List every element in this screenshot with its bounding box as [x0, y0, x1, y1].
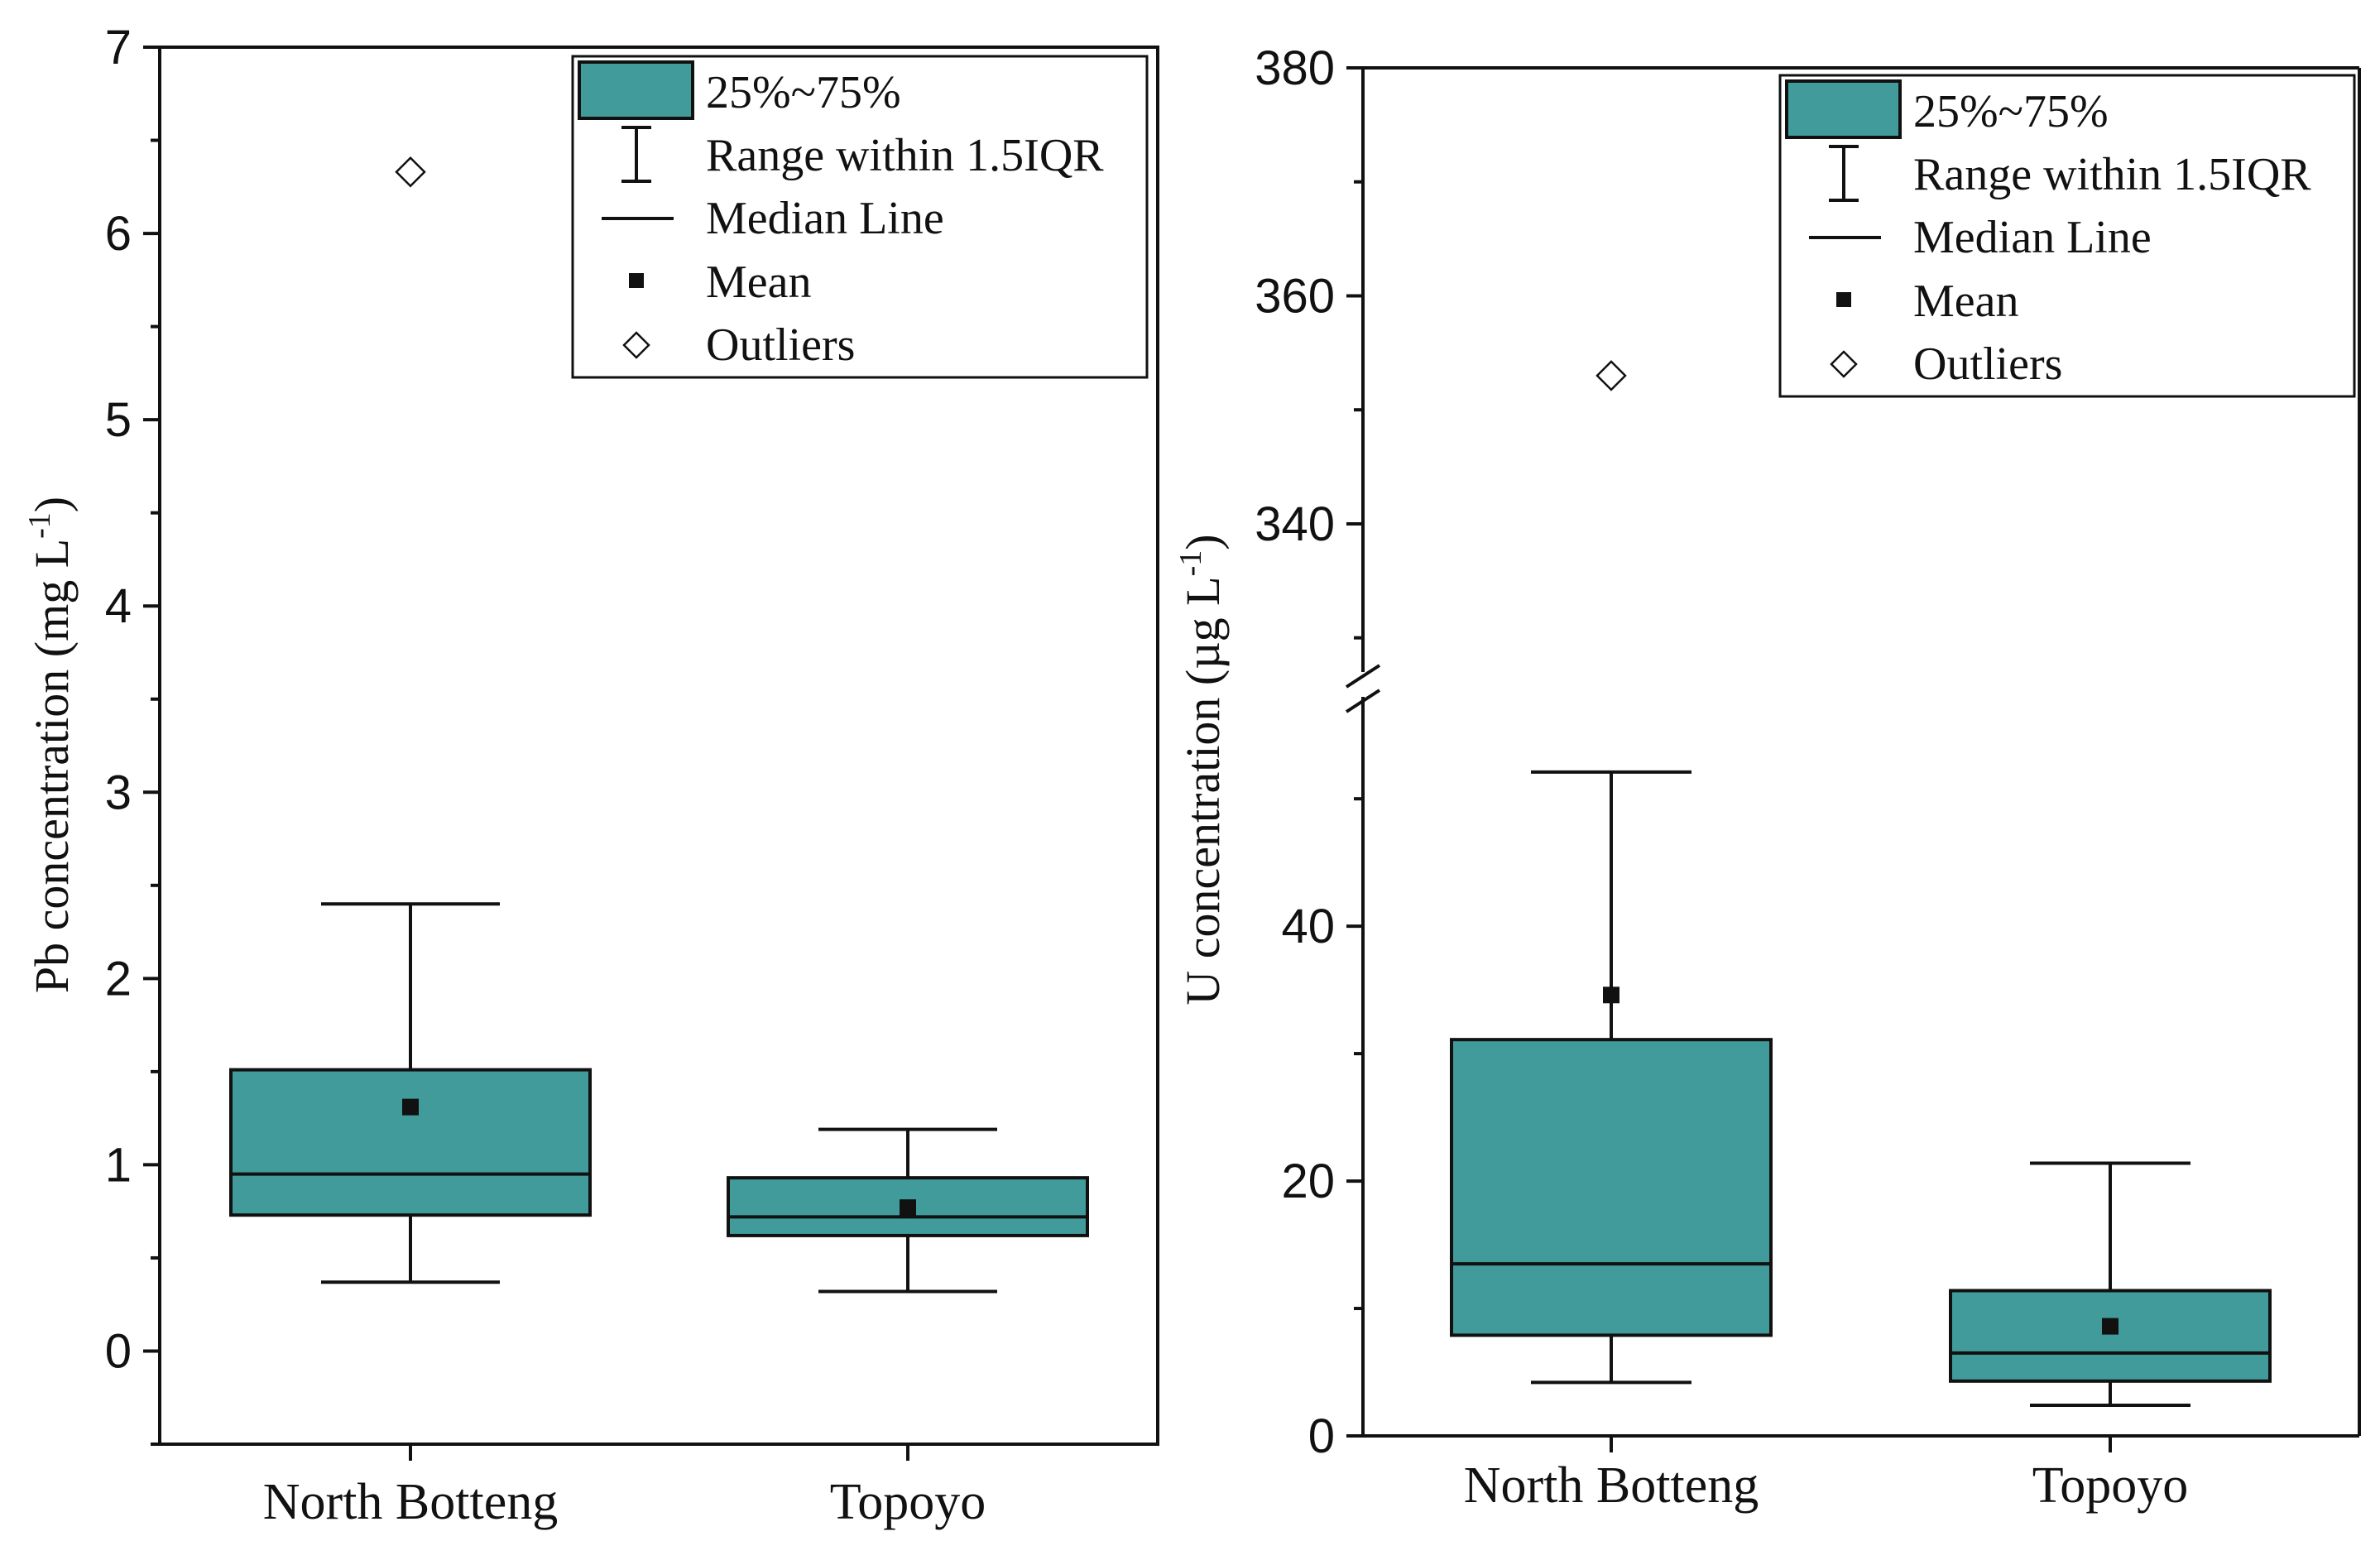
u-x-tick-label: Topoyo	[2032, 1457, 2189, 1514]
legend-outlier-icon	[622, 331, 650, 359]
u-y-ticks: 0 20 40 340 360 380	[1255, 41, 1363, 1463]
pb-topoyo-mean-marker	[900, 1199, 916, 1217]
legend-box-swatch	[1785, 79, 1902, 139]
legend-range-label: Range within 1.5IQR	[706, 130, 1104, 181]
u-y-tick-label: 340	[1255, 497, 1335, 551]
pb-plot-frame	[158, 46, 1159, 1446]
u-north-botteng-box-group	[1450, 360, 1773, 1385]
u-axis-break	[1345, 664, 1381, 713]
legend-mean-label: Mean	[706, 257, 812, 308]
u-y-tick-label: 40	[1281, 900, 1335, 953]
legend-mean-label: Mean	[1913, 276, 2019, 327]
u-chart: 0 20 40 340 360 380 North Botteng Topoyo U con…	[1173, 41, 2361, 1514]
u-y-tick-label: 360	[1255, 269, 1335, 323]
pb-x-tick-label: North Botteng	[263, 1474, 558, 1530]
pb-y-tick-label: 4	[105, 579, 132, 633]
legend-mean-icon	[1836, 292, 1851, 307]
u-topoyo-mean-marker	[2102, 1318, 2118, 1335]
u-y-axis-title: U concentration (µg L-1)	[1173, 534, 1230, 1005]
legend-median-label: Median Line	[1913, 212, 2152, 263]
legend-outlier-label: Outliers	[1913, 338, 2062, 390]
u-y-tick-label: 380	[1255, 41, 1335, 95]
pb-x-ticks: North Botteng Topoyo	[263, 1444, 986, 1530]
pb-north-botteng-box-group	[229, 156, 592, 1284]
u-north-botteng-outlier-marker	[1595, 360, 1627, 391]
u-topoyo-box-group	[1949, 1161, 2272, 1408]
pb-legend: 25%~75% Range within 1.5IQR Median Line …	[571, 55, 1149, 379]
legend-mean-icon	[629, 273, 644, 288]
u-legend: 25%~75% Range within 1.5IQR Median Line …	[1778, 74, 2356, 398]
pb-chart: 0 1 2 3 4 5 6 7 North Botteng Topoyo Pb concentr…	[22, 21, 1159, 1530]
pb-x-tick-label: Topoyo	[830, 1474, 986, 1530]
pb-y-tick-label: 0	[105, 1324, 132, 1378]
pb-north-botteng-mean-marker	[402, 1098, 419, 1116]
legend-range-icon	[621, 126, 651, 183]
pb-y-ticks: 0 1 2 3 4 5 6 7	[105, 21, 160, 1446]
legend-box-swatch	[578, 60, 694, 120]
pb-y-tick-label: 7	[105, 21, 132, 74]
legend-range-label: Range within 1.5IQR	[1913, 149, 2311, 200]
legend-outlier-label: Outliers	[706, 319, 855, 371]
pb-y-tick-label: 3	[105, 766, 132, 819]
pb-y-tick-label: 2	[105, 952, 132, 1006]
legend-median-label: Median Line	[706, 193, 944, 244]
pb-y-tick-label: 1	[105, 1138, 132, 1192]
legend-range-icon	[1829, 145, 1859, 202]
pb-y-axis-title: Pb concentration (mg L-1)	[22, 497, 79, 993]
pb-marks	[229, 156, 1089, 1294]
u-marks	[1450, 360, 2272, 1408]
u-north-botteng-mean-marker	[1603, 987, 1619, 1004]
pb-y-tick-label: 6	[105, 207, 132, 261]
u-north-botteng-iqr-box	[1450, 1038, 1773, 1337]
pb-y-tick-label: 5	[105, 393, 132, 447]
pb-north-botteng-iqr-box	[229, 1068, 592, 1217]
pb-north-botteng-outlier-marker	[395, 156, 426, 188]
legend-box-label: 25%~75%	[706, 67, 901, 118]
pb-topoyo-box-group	[727, 1127, 1089, 1294]
legend-outlier-icon	[1830, 350, 1858, 378]
u-x-ticks: North Botteng Topoyo	[1464, 1436, 2189, 1514]
u-y-tick-label: 20	[1281, 1155, 1335, 1208]
legend-box-label: 25%~75%	[1913, 86, 2109, 137]
u-y-tick-label: 0	[1308, 1409, 1335, 1463]
u-x-tick-label: North Botteng	[1464, 1457, 1759, 1514]
u-topoyo-iqr-box	[1949, 1289, 2272, 1383]
